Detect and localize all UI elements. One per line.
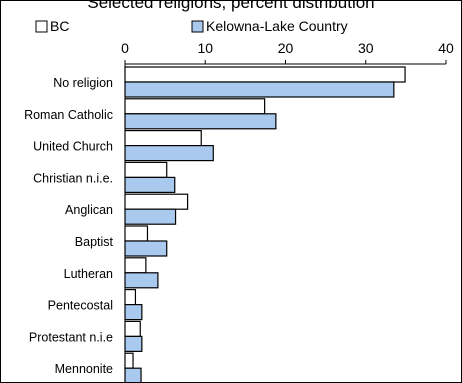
x-tick-label-10: 10	[197, 40, 213, 56]
category-label-roman-catholic: Roman Catholic	[24, 108, 113, 122]
bar-kelowna-lake-country-no-religion	[124, 81, 395, 98]
bar-kelowna-lake-country-anglican	[124, 208, 177, 225]
category-label-united-church: United Church	[33, 140, 113, 154]
legend-swatch-bc	[35, 20, 48, 33]
category-labels: No religion Roman Catholic United Church Ch…	[24, 76, 113, 376]
category-label-christian-n-i-e: Christian n.i.e.	[33, 171, 113, 185]
bar-bc-christian-n-i-e	[124, 161, 168, 178]
chart-title: Selected religions, percent distribution	[87, 1, 374, 12]
bar-bc-baptist	[124, 225, 149, 242]
category-label-baptist: Baptist	[75, 235, 114, 249]
legend-swatch-kelowna-lake-country	[191, 20, 204, 33]
bar-kelowna-lake-country-roman-catholic	[124, 113, 277, 130]
bar-bc-anglican	[124, 193, 189, 210]
bar-kelowna-lake-country-baptist	[124, 240, 168, 257]
bar-kelowna-lake-country-lutheran	[124, 272, 159, 289]
x-tick-label-40: 40	[438, 40, 454, 56]
category-label-lutheran: Lutheran	[64, 267, 113, 281]
category-label-pentecostal: Pentecostal	[48, 299, 113, 313]
category-label-anglican: Anglican	[65, 203, 113, 217]
bar-kelowna-lake-country-mennonite	[124, 367, 142, 382]
x-tick-label-0: 0	[121, 40, 129, 56]
bar-bc-pentecostal	[124, 289, 137, 306]
bar-bc-roman-catholic	[124, 98, 266, 115]
bar-bc-no-religion	[124, 66, 406, 83]
bars	[124, 66, 406, 382]
bar-bc-united-church	[124, 130, 202, 147]
category-label-protestant-n-i-e: Protestant n.i.e	[29, 330, 113, 344]
bar-kelowna-lake-country-protestant-n-i-e	[124, 335, 143, 352]
bar-kelowna-lake-country-united-church	[124, 145, 214, 162]
category-label-mennonite: Mennonite	[55, 362, 113, 376]
bar-kelowna-lake-country-christian-n-i-e	[124, 176, 176, 193]
legend-label-kelowna-lake-country: Kelowna-Lake Country	[206, 18, 348, 34]
category-label-no-religion: No religion	[53, 76, 113, 90]
x-tick-label-30: 30	[358, 40, 374, 56]
bar-bc-mennonite	[124, 352, 134, 369]
x-tick-label-20: 20	[278, 40, 294, 56]
bar-bc-protestant-n-i-e	[124, 320, 141, 337]
x-axis-ticks: 0 10 20 30 40	[121, 40, 454, 64]
bar-bc-lutheran	[124, 257, 147, 274]
bar-kelowna-lake-country-pentecostal	[124, 304, 143, 321]
legend-label-bc: BC	[50, 18, 69, 34]
